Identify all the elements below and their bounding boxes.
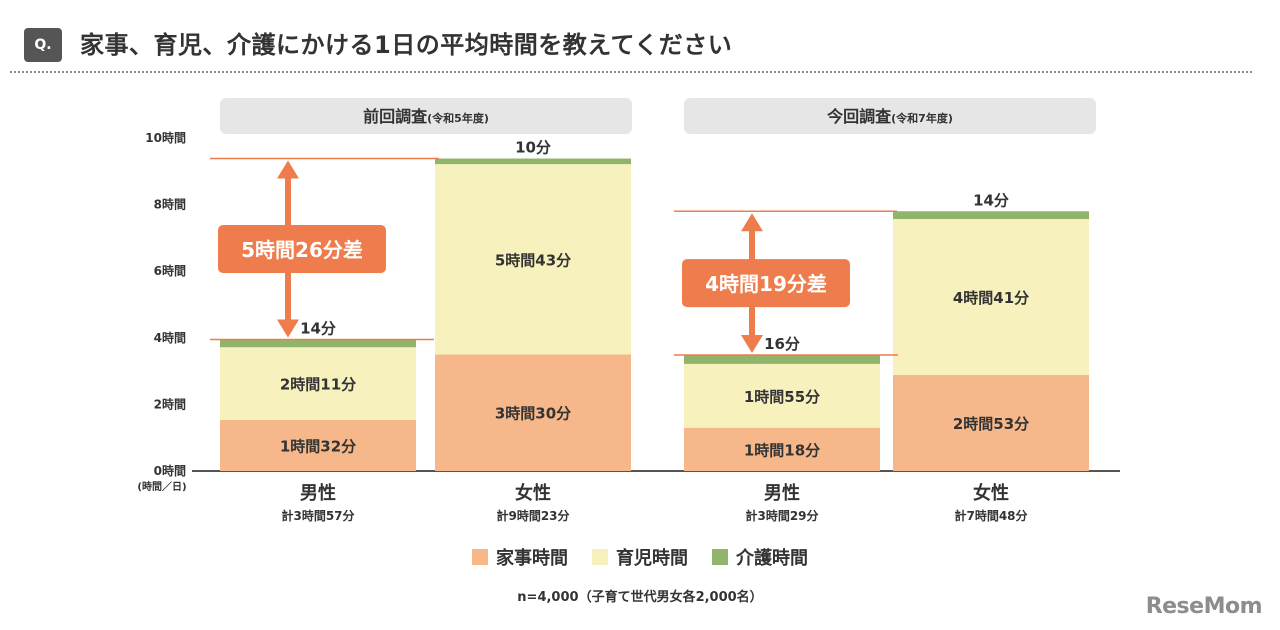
category-label: 女性 <box>515 482 551 504</box>
total-label: 計3時間57分 <box>281 508 354 523</box>
bar-segment-nursing <box>220 339 416 348</box>
category-label: 女性 <box>973 482 1009 504</box>
legend-swatch-housework <box>472 549 488 565</box>
legend-swatch-childcare <box>592 549 608 565</box>
bar-segment-label: 2時間11分 <box>280 376 356 394</box>
difference-label-box <box>682 259 850 308</box>
legend-label-housework: 家事時間 <box>496 548 568 569</box>
bar-top-label: 14分 <box>300 319 336 337</box>
difference-label-box <box>218 225 386 273</box>
y-tick-label: 10時間 <box>145 130 186 145</box>
total-label: 計9時間23分 <box>496 508 569 523</box>
stacked-bar-chart: 0時間 2時間 4時間 6時間 8時間 10時間 (時間／日) 前回調査(令和5年度) 1時間3… <box>137 98 1120 523</box>
bar-segment-label: 3時間30分 <box>495 405 571 423</box>
legend-item-nursing: 介護時間 <box>712 544 808 570</box>
legend-item-housework: 家事時間 <box>472 544 568 570</box>
group-header <box>220 98 632 134</box>
bar-segment-housework <box>220 419 416 471</box>
group-header <box>684 98 1096 134</box>
bar-segment-label: 2時間53分 <box>953 415 1029 433</box>
bar-segment-nursing <box>435 158 631 165</box>
bar-segment-childcare <box>220 347 416 420</box>
legend: 家事時間 育児時間 介護時間 <box>0 544 1280 570</box>
total-label: 計3時間29分 <box>745 508 818 523</box>
group-header-title: 今回調査(令和7年度) <box>826 107 953 126</box>
bar-segment-label: 5時間43分 <box>495 251 571 269</box>
legend-swatch-nursing <box>712 549 728 565</box>
resemom-logo: ReseMom <box>1145 594 1263 619</box>
legend-label-nursing: 介護時間 <box>736 548 808 569</box>
y-tick-label: 8時間 <box>154 197 186 212</box>
bar-segment-label: 1時間32分 <box>280 437 356 455</box>
bar-segment-housework <box>893 374 1089 471</box>
bar-segment-childcare <box>684 363 880 428</box>
difference-label: 4時間19分差 <box>705 272 827 296</box>
bar-segment-housework <box>435 354 631 471</box>
total-label: 計7時間48分 <box>954 508 1027 523</box>
bar-segment-nursing <box>684 355 880 364</box>
group-header-title: 前回調査(令和5年度) <box>363 107 489 126</box>
arrow-down-icon <box>277 319 299 338</box>
bar-segment-nursing <box>893 211 1089 220</box>
arrow-down-icon <box>741 335 763 354</box>
y-tick-label: 2時間 <box>154 396 186 411</box>
arrow-up-icon <box>277 160 299 179</box>
bar-segment-housework <box>684 427 880 471</box>
difference-label: 5時間26分差 <box>241 238 363 262</box>
bar-segment-childcare <box>435 164 631 355</box>
bar-segment-label: 1時間55分 <box>744 388 820 406</box>
bar-top-label: 16分 <box>764 335 800 353</box>
legend-label-childcare: 育児時間 <box>616 548 688 569</box>
arrow-up-icon <box>741 213 763 232</box>
bar-segment-label: 1時間18分 <box>744 441 820 459</box>
bar-segment-childcare <box>893 219 1089 375</box>
y-tick-label: 4時間 <box>154 330 186 345</box>
y-unit-label: (時間／日) <box>137 480 186 493</box>
y-tick-label: 6時間 <box>154 263 186 278</box>
question-title: 家事、育児、介護にかける1日の平均時間を教えてください <box>80 31 733 59</box>
y-tick-label: 0時間 <box>154 463 186 478</box>
question-badge: Q. <box>24 28 62 62</box>
category-label: 男性 <box>300 482 336 504</box>
bar-top-label: 10分 <box>515 139 551 157</box>
dotted-divider <box>10 71 1252 73</box>
legend-item-childcare: 育児時間 <box>592 544 688 570</box>
bar-top-label: 14分 <box>973 191 1009 209</box>
bar-segment-label: 4時間41分 <box>953 289 1029 307</box>
sample-size-footnote: n=4,000（子育て世代男女各2,000名） <box>517 590 763 605</box>
category-label: 男性 <box>764 482 800 504</box>
